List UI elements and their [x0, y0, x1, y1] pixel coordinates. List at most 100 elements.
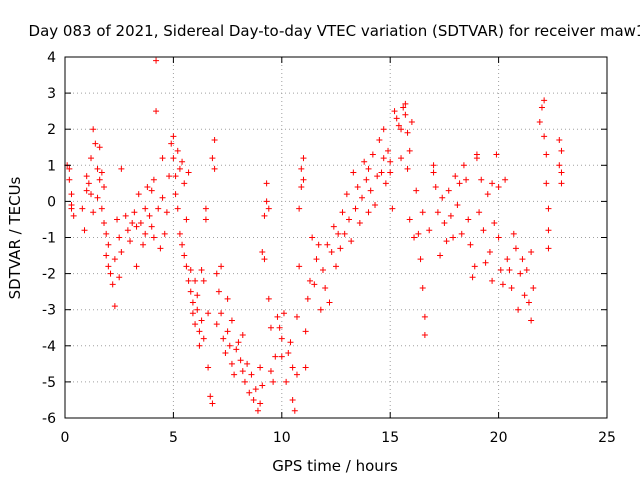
data-point	[153, 57, 160, 64]
data-point	[387, 169, 394, 176]
x-tick-label: 0	[61, 430, 70, 446]
data-point	[365, 209, 372, 216]
data-point	[142, 205, 149, 212]
data-point	[270, 378, 277, 385]
data-point	[359, 194, 366, 201]
y-tick-label: 1	[47, 158, 56, 174]
data-point	[135, 191, 142, 198]
data-point	[259, 382, 266, 389]
data-point	[220, 335, 227, 342]
data-point	[189, 310, 196, 317]
data-point	[179, 158, 186, 165]
data-point	[202, 216, 209, 223]
data-point	[421, 331, 428, 338]
data-point	[68, 202, 75, 209]
data-point	[198, 317, 205, 324]
data-point	[374, 173, 381, 180]
data-point	[222, 350, 229, 357]
data-point	[213, 321, 220, 328]
data-point	[209, 400, 216, 407]
data-point	[356, 220, 363, 227]
y-tick-label: -3	[42, 303, 56, 319]
data-point	[296, 205, 303, 212]
y-tick-label: -5	[42, 375, 56, 391]
y-tick-label: 2	[47, 122, 56, 138]
data-point	[495, 234, 502, 241]
data-point	[322, 285, 329, 292]
data-point	[445, 187, 452, 194]
data-point	[68, 191, 75, 198]
data-point	[111, 303, 118, 310]
data-point	[432, 183, 439, 190]
data-point	[103, 252, 110, 259]
data-point	[170, 133, 177, 140]
data-point	[168, 140, 175, 147]
data-point	[81, 227, 88, 234]
grid-lines	[65, 57, 607, 418]
data-point	[194, 306, 201, 313]
data-point	[341, 230, 348, 237]
data-point	[393, 115, 400, 122]
data-point	[79, 205, 86, 212]
data-point	[413, 187, 420, 194]
data-point	[391, 108, 398, 115]
data-point	[174, 147, 181, 154]
data-point	[319, 266, 326, 273]
data-point	[411, 234, 418, 241]
data-point	[515, 306, 522, 313]
data-point	[482, 259, 489, 266]
data-point	[525, 299, 532, 306]
data-point	[239, 368, 246, 375]
data-point	[419, 209, 426, 216]
data-point	[311, 281, 318, 288]
data-point	[183, 263, 190, 270]
data-point	[237, 357, 244, 364]
data-point	[181, 180, 188, 187]
data-point	[497, 266, 504, 273]
data-point	[92, 140, 99, 147]
data-point	[476, 209, 483, 216]
data-point	[252, 386, 259, 393]
data-point	[465, 216, 472, 223]
data-point	[491, 220, 498, 227]
data-point	[170, 155, 177, 162]
data-point	[326, 299, 333, 306]
data-point	[450, 234, 457, 241]
y-tick-label: 3	[47, 86, 56, 102]
data-point	[317, 306, 324, 313]
data-point	[408, 118, 415, 125]
data-point	[159, 194, 166, 201]
data-point	[146, 212, 153, 219]
data-point	[291, 407, 298, 414]
data-point	[439, 194, 446, 201]
data-point	[148, 223, 155, 230]
data-point	[213, 270, 220, 277]
data-point	[363, 176, 370, 183]
data-point	[83, 187, 90, 194]
data-point	[406, 147, 413, 154]
data-point	[263, 180, 270, 187]
data-point	[543, 151, 550, 158]
data-point	[278, 335, 285, 342]
data-point	[558, 180, 565, 187]
data-point	[265, 205, 272, 212]
data-point	[176, 165, 183, 172]
data-point	[241, 378, 248, 385]
data-point	[261, 256, 268, 263]
data-point	[88, 191, 95, 198]
data-point	[343, 191, 350, 198]
data-point	[495, 183, 502, 190]
data-point	[172, 173, 179, 180]
data-point	[94, 194, 101, 201]
data-point	[202, 205, 209, 212]
data-point	[452, 173, 459, 180]
data-point	[137, 220, 144, 227]
data-point	[300, 155, 307, 162]
data-point	[348, 238, 355, 245]
data-point	[536, 118, 543, 125]
data-point	[189, 299, 196, 306]
x-tick-label: 25	[598, 430, 616, 446]
data-point	[387, 158, 394, 165]
data-point	[176, 230, 183, 237]
